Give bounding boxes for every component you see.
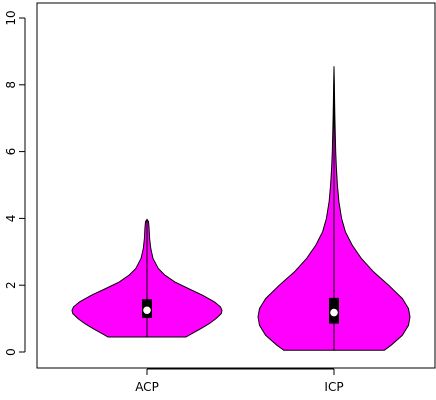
- violin-layer: [71, 66, 411, 351]
- y-tick-label: 2: [4, 281, 18, 289]
- y-tick-label: 4: [4, 215, 18, 223]
- median-point: [330, 308, 338, 317]
- median-point: [143, 306, 151, 315]
- plot-frame: [36, 2, 436, 369]
- y-tick-label: 10: [4, 10, 18, 25]
- x-category-label: ACP: [135, 380, 159, 394]
- y-tick-label: 0: [4, 348, 18, 356]
- y-tick-label: 6: [4, 148, 18, 156]
- axes-layer: 0 2 4 6 8 10 ACP ICP: [4, 10, 344, 394]
- x-category-label: ICP: [324, 380, 343, 394]
- y-tick-label: 8: [4, 81, 18, 89]
